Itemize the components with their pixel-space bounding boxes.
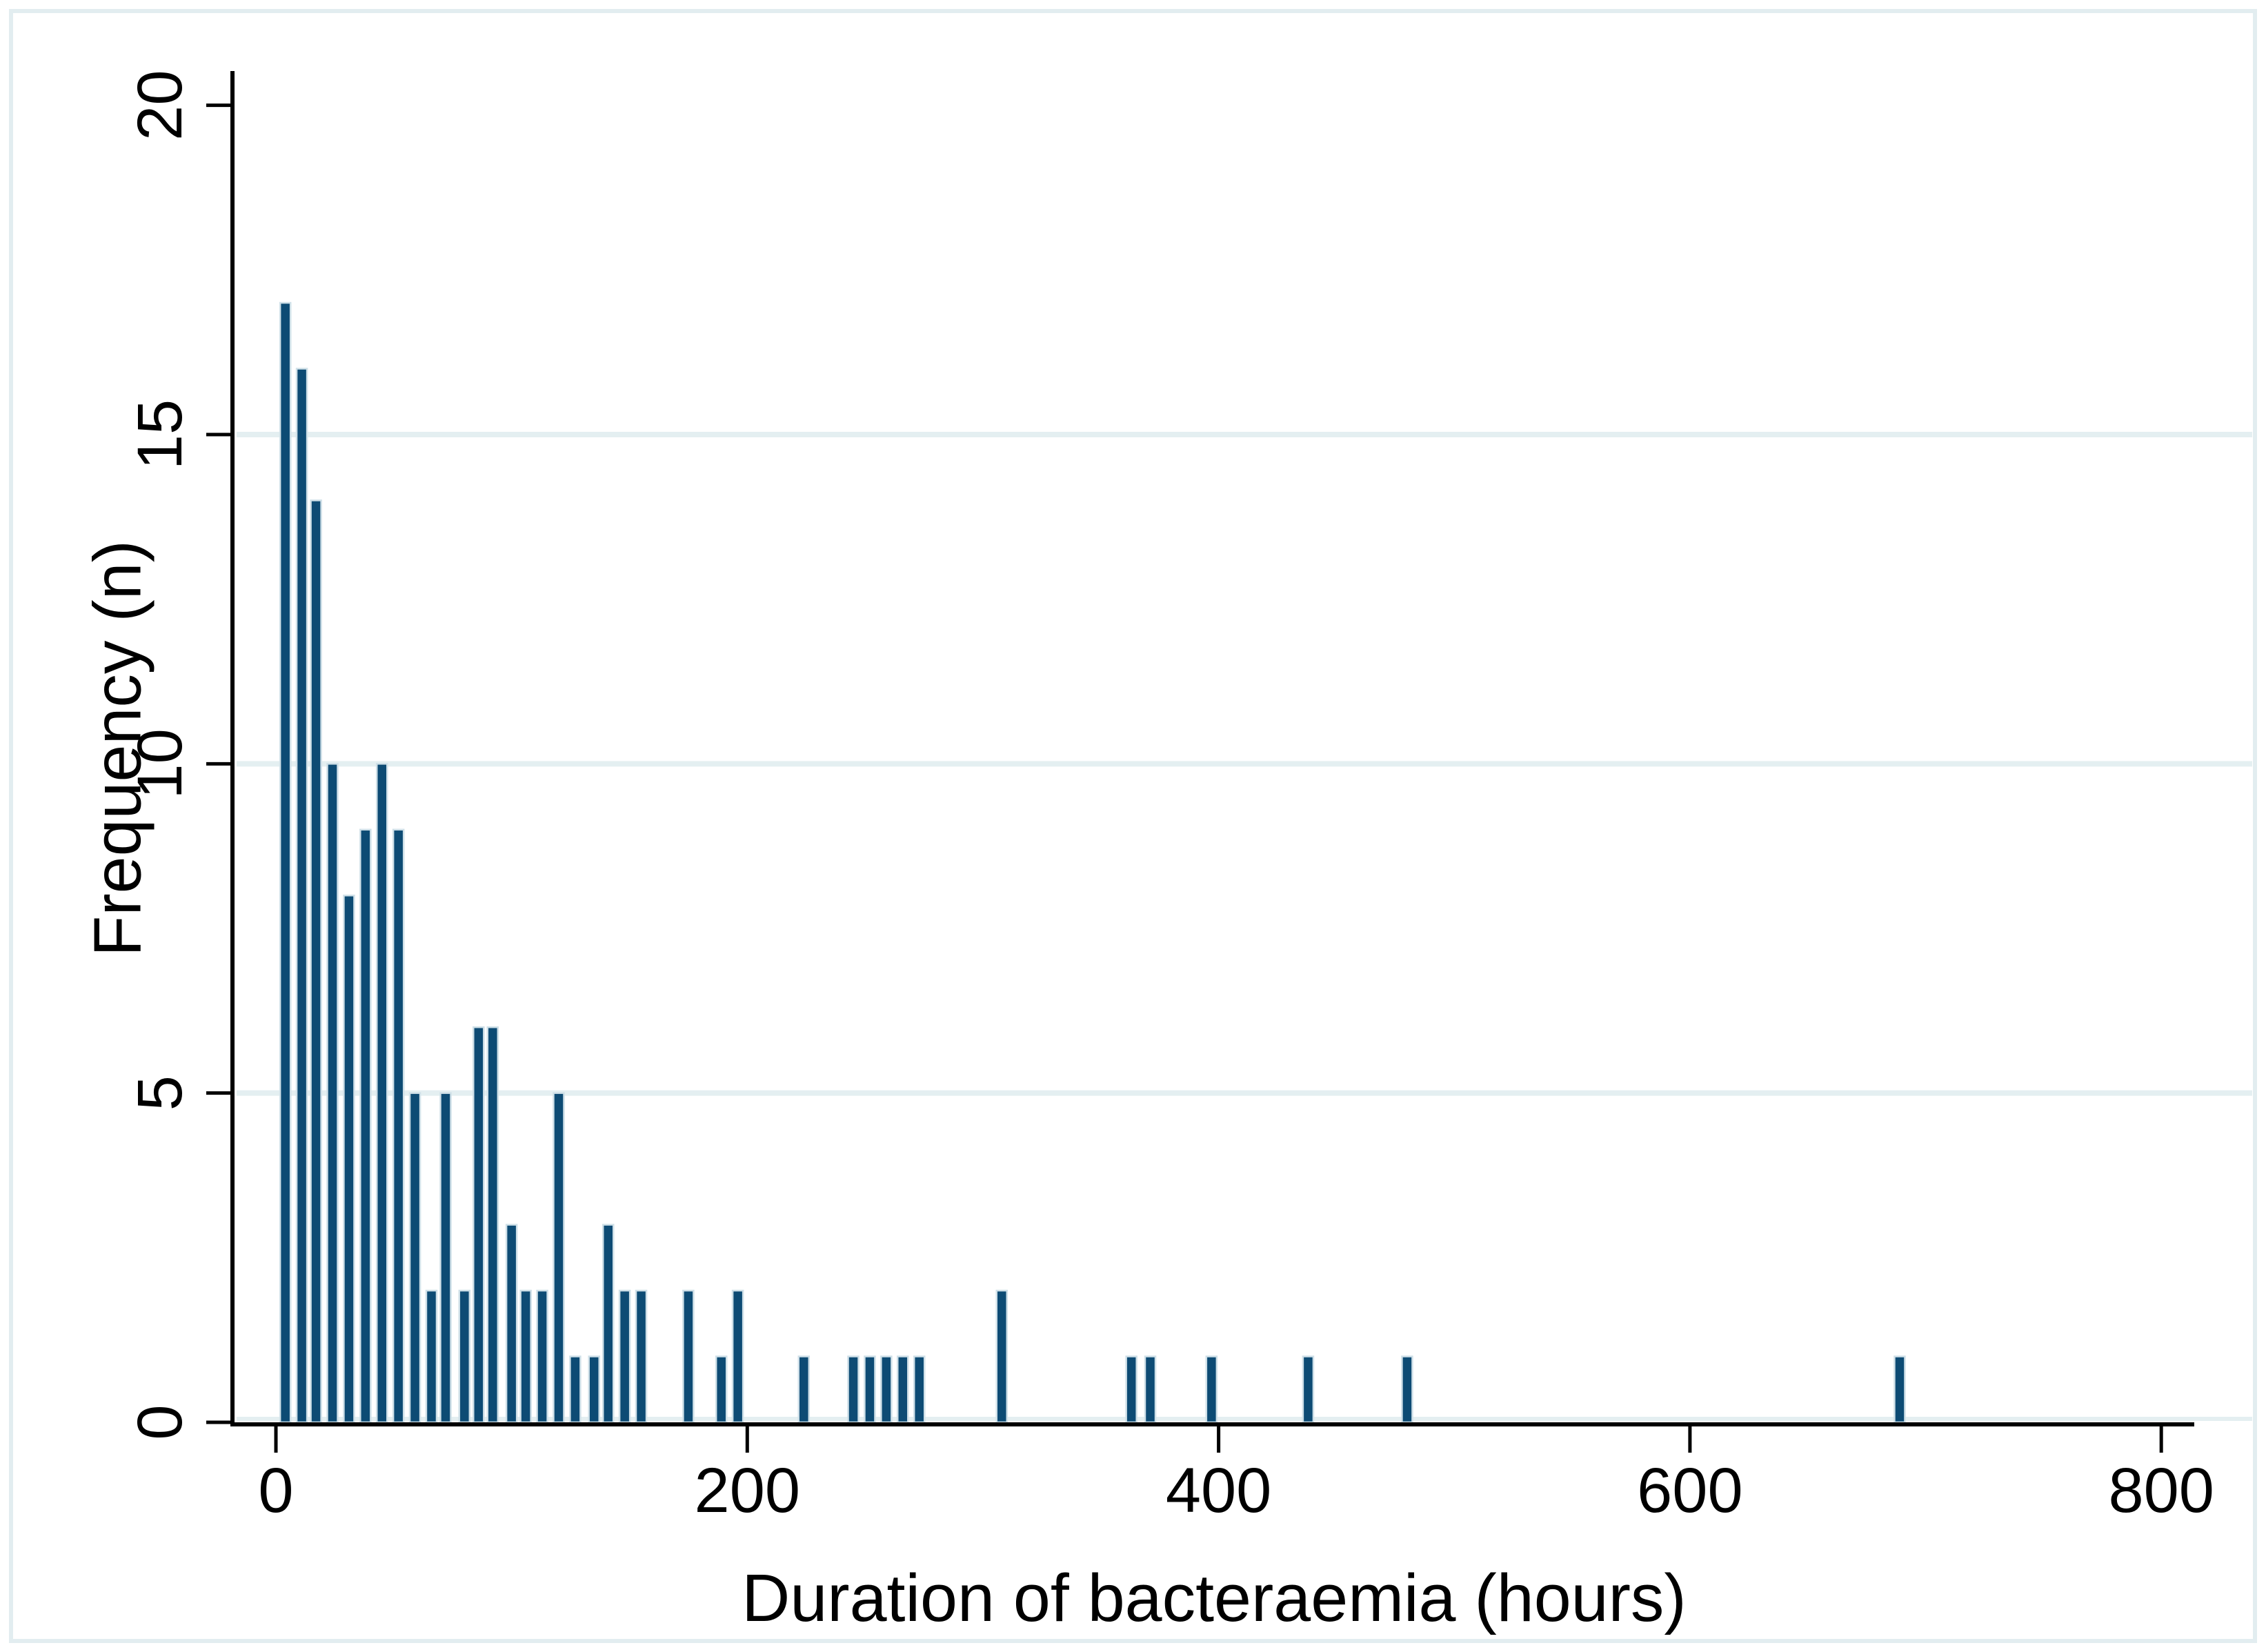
y-tick-label: 10 — [125, 728, 195, 799]
histogram-bar — [458, 1289, 471, 1424]
histogram-bar — [375, 763, 388, 1424]
histogram-bar — [588, 1355, 600, 1424]
histogram-bar — [519, 1289, 532, 1424]
histogram-bar — [392, 828, 405, 1424]
histogram-bar — [995, 1289, 1008, 1424]
x-tick-label: 400 — [1166, 1455, 1272, 1526]
histogram-bar — [1144, 1355, 1157, 1424]
histogram-bar — [359, 828, 372, 1424]
x-tick-label: 200 — [695, 1455, 801, 1526]
histogram-bar — [1302, 1355, 1315, 1424]
histogram-bar — [310, 499, 322, 1424]
axes-layer — [230, 71, 2194, 1426]
histogram-bar — [1125, 1355, 1137, 1424]
histogram-bar — [897, 1355, 909, 1424]
histogram-bar — [864, 1355, 876, 1424]
histogram-bar — [1894, 1355, 1906, 1424]
y-axis-title: Frequency (n) — [80, 540, 155, 957]
histogram-bar — [635, 1289, 648, 1424]
histogram-bar — [408, 1092, 421, 1424]
histogram-bar — [439, 1092, 452, 1424]
histogram-bar — [473, 1026, 485, 1424]
histogram-bar — [343, 895, 355, 1424]
histogram-bar — [880, 1355, 893, 1424]
histogram-bar — [602, 1224, 615, 1424]
histogram-bar — [425, 1289, 438, 1424]
histogram-bar — [731, 1289, 744, 1424]
histogram-bar — [279, 301, 292, 1424]
x-tick-label: 600 — [1637, 1455, 1743, 1526]
histogram-bar — [295, 368, 308, 1424]
histogram-bar — [326, 763, 339, 1424]
y-tick-label: 5 — [125, 1075, 195, 1111]
histogram-bar — [847, 1355, 859, 1424]
x-tick-label: 0 — [258, 1455, 293, 1526]
histogram-bar — [569, 1355, 582, 1424]
x-tick-label: 800 — [2108, 1455, 2214, 1526]
histogram-bar — [715, 1355, 728, 1424]
histogram-bar — [553, 1092, 565, 1424]
gridline-layer — [237, 431, 2252, 1421]
histogram-bar — [505, 1224, 518, 1424]
histogram-bar — [682, 1289, 695, 1424]
x-axis-title: Duration of bacteraemia (hours) — [742, 1560, 1686, 1635]
figure-border — [9, 9, 2257, 1643]
y-tick-label: 15 — [125, 399, 195, 470]
histogram-bar — [536, 1289, 548, 1424]
y-tick-label: 0 — [125, 1404, 195, 1440]
histogram-bar — [1401, 1355, 1413, 1424]
y-tick-label: 20 — [125, 70, 195, 140]
histogram-bar — [1205, 1355, 1218, 1424]
histogram-bar — [913, 1355, 926, 1424]
histogram-bar — [486, 1026, 499, 1424]
bars-layer — [279, 301, 1906, 1424]
histogram-bar — [618, 1289, 631, 1424]
histogram-bar — [797, 1355, 811, 1424]
